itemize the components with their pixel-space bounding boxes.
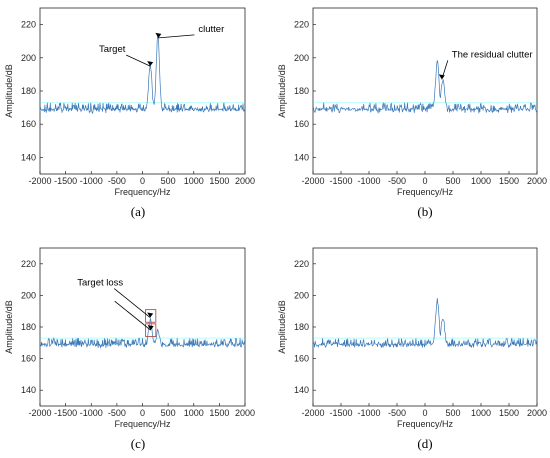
annotation-arrowhead xyxy=(438,74,445,80)
annotation-label: Target xyxy=(99,44,126,55)
y-tick-label: 200 xyxy=(294,290,309,300)
x-tick-label: -500 xyxy=(388,176,406,186)
x-tick-label: 2000 xyxy=(235,408,255,418)
panel-label: (b) xyxy=(417,204,432,219)
x-tick-label: 2000 xyxy=(527,176,547,186)
panel-label: (a) xyxy=(131,204,145,219)
annotation-arrowhead xyxy=(147,312,154,318)
y-axis-label: Amplitude/dB xyxy=(4,300,14,354)
x-tick-label: 500 xyxy=(161,176,176,186)
x-tick-label: 1000 xyxy=(471,408,491,418)
x-tick-label: 0 xyxy=(422,408,427,418)
x-tick-label: 0 xyxy=(140,408,145,418)
y-tick-label: 220 xyxy=(21,259,36,269)
y-tick-label: 160 xyxy=(21,354,36,364)
x-tick-label: -500 xyxy=(108,408,126,418)
x-tick-label: -1500 xyxy=(54,408,77,418)
x-axis-label: Frequency/Hz xyxy=(114,187,171,197)
y-tick-label: 140 xyxy=(294,385,309,395)
y-tick-label: 160 xyxy=(21,119,36,129)
y-tick-label: 200 xyxy=(294,53,309,63)
annotation-label: Target loss xyxy=(77,278,123,289)
x-tick-label: 500 xyxy=(161,408,176,418)
x-tick-label: -1000 xyxy=(357,176,380,186)
x-tick-label: 1000 xyxy=(184,408,204,418)
x-tick-label: -2000 xyxy=(301,408,324,418)
x-tick-label: 1000 xyxy=(471,176,491,186)
annotation-arrowhead xyxy=(155,32,162,38)
x-tick-label: -1500 xyxy=(54,176,77,186)
x-tick-label: 500 xyxy=(445,176,460,186)
y-tick-label: 200 xyxy=(21,290,36,300)
x-tick-label: 2000 xyxy=(527,408,547,418)
x-axis-label: Frequency/Hz xyxy=(397,419,454,429)
x-tick-label: 1500 xyxy=(499,408,519,418)
y-tick-label: 140 xyxy=(294,152,309,162)
annotation-label: clutter xyxy=(198,24,224,35)
target-loss-box xyxy=(145,309,157,323)
y-tick-label: 160 xyxy=(294,354,309,364)
x-axis-label: Frequency/Hz xyxy=(397,187,454,197)
annotation-arrow xyxy=(114,300,151,331)
panel-label: (d) xyxy=(417,436,432,451)
x-axis-label: Frequency/Hz xyxy=(114,419,171,429)
y-tick-label: 140 xyxy=(21,152,36,162)
plot-frame xyxy=(39,7,246,175)
x-tick-label: 1500 xyxy=(209,176,229,186)
x-tick-label: 2000 xyxy=(235,176,255,186)
annotation-arrow xyxy=(113,288,151,318)
x-tick-label: 1500 xyxy=(209,408,229,418)
x-tick-label: 1000 xyxy=(184,176,204,186)
spectrum-line xyxy=(39,34,246,114)
y-tick-label: 180 xyxy=(21,322,36,332)
y-tick-label: 180 xyxy=(21,86,36,96)
y-tick-label: 220 xyxy=(294,259,309,269)
spectrum-line xyxy=(39,317,246,349)
x-tick-label: -500 xyxy=(388,408,406,418)
y-tick-label: 160 xyxy=(294,119,309,129)
plot-frame xyxy=(39,247,246,407)
spectrum-line xyxy=(312,298,538,349)
target-loss-box xyxy=(145,323,157,337)
x-tick-label: 1500 xyxy=(499,176,519,186)
y-tick-label: 220 xyxy=(21,20,36,30)
annotation-arrowhead xyxy=(147,61,154,67)
panel-label: (c) xyxy=(131,436,145,451)
x-tick-label: -2000 xyxy=(28,176,51,186)
x-tick-label: -1000 xyxy=(80,176,103,186)
x-tick-label: -1000 xyxy=(80,408,103,418)
y-tick-label: 140 xyxy=(21,385,36,395)
spectrum-line xyxy=(312,60,538,115)
x-tick-label: -1500 xyxy=(329,408,352,418)
annotation-arrowhead xyxy=(147,325,154,331)
annotation-arrow xyxy=(158,34,195,39)
annotation-label: The residual clutter xyxy=(452,49,533,60)
x-tick-label: -2000 xyxy=(301,176,324,186)
y-axis-label: Amplitude/dB xyxy=(277,300,287,354)
x-tick-label: 500 xyxy=(445,408,460,418)
y-tick-label: 180 xyxy=(294,86,309,96)
x-tick-label: 0 xyxy=(422,176,427,186)
y-tick-label: 220 xyxy=(294,20,309,30)
y-axis-label: Amplitude/dB xyxy=(277,64,287,118)
annotation-arrow xyxy=(126,54,151,67)
x-tick-label: -2000 xyxy=(28,408,51,418)
x-tick-label: 0 xyxy=(140,176,145,186)
panel-d: -2000 -1500 -1000 -500 0 500 1000 1500 2000 140 16… xyxy=(277,247,547,451)
x-tick-label: -1000 xyxy=(357,408,380,418)
y-tick-label: 200 xyxy=(21,53,36,63)
panel-a: -2000 -1500 -1000 -500 0 500 1000 1500 2000 140 16… xyxy=(4,7,255,219)
panel-c: -2000 -1500 -1000 -500 0 500 1000 1500 2000 140 16… xyxy=(4,247,255,451)
plot-frame xyxy=(312,247,538,407)
panel-b: -2000 -1500 -1000 -500 0 500 1000 1500 2000 140 16… xyxy=(277,7,547,219)
x-tick-label: -1500 xyxy=(329,176,352,186)
plot-frame xyxy=(312,7,538,175)
x-tick-label: -500 xyxy=(108,176,126,186)
y-axis-label: Amplitude/dB xyxy=(4,64,14,118)
y-tick-label: 180 xyxy=(294,322,309,332)
